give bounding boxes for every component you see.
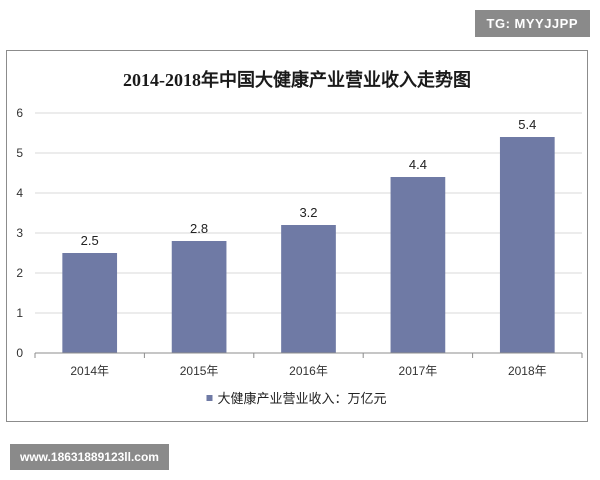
chart-title: 2014-2018年中国大健康产业营业收入走势图 xyxy=(123,69,471,90)
x-tick-label: 2014年 xyxy=(70,364,109,378)
x-tick-label: 2015年 xyxy=(180,364,219,378)
x-tick-label: 2018年 xyxy=(508,364,547,378)
y-tick-label: 0 xyxy=(16,346,23,360)
x-axis: 2014年 2015年 2016年 2017年 2018年 xyxy=(34,352,583,378)
watermark-bottom: www.18631889123ll.com xyxy=(10,444,169,470)
x-tick-label: 2017年 xyxy=(399,364,438,378)
y-tick-label: 2 xyxy=(16,266,23,280)
bar-chart: 2014-2018年中国大健康产业营业收入走势图 2.5 2.8 3.2 4.4 5.4… xyxy=(16,69,583,406)
y-axis: 0 1 2 3 4 5 6 xyxy=(16,106,23,360)
bar xyxy=(171,241,227,353)
data-label: 2.5 xyxy=(81,233,99,248)
legend: 大健康产业营业收入：万亿元 xyxy=(206,391,387,406)
data-labels: 2.5 2.8 3.2 4.4 5.4 xyxy=(81,117,537,248)
watermark-top: TG: MYYJJPP xyxy=(474,10,590,37)
bar xyxy=(281,225,336,353)
y-tick-label: 3 xyxy=(16,226,23,240)
y-tick-label: 4 xyxy=(16,186,23,200)
bar xyxy=(390,177,446,353)
data-label: 3.2 xyxy=(299,205,317,220)
data-label: 2.8 xyxy=(190,221,208,236)
data-label: 5.4 xyxy=(518,117,536,132)
y-tick-label: 6 xyxy=(16,106,23,120)
bar xyxy=(499,137,555,353)
legend-swatch xyxy=(206,395,213,401)
bar xyxy=(62,253,118,353)
y-tick-label: 5 xyxy=(16,146,23,160)
y-tick-label: 1 xyxy=(16,306,23,320)
bars xyxy=(62,137,555,353)
chart-frame: 2014-2018年中国大健康产业营业收入走势图 2.5 2.8 3.2 4.4 5.4… xyxy=(6,50,588,422)
data-label: 4.4 xyxy=(409,157,427,172)
x-tick-label: 2016年 xyxy=(289,364,328,378)
legend-label: 大健康产业营业收入：万亿元 xyxy=(217,391,386,406)
